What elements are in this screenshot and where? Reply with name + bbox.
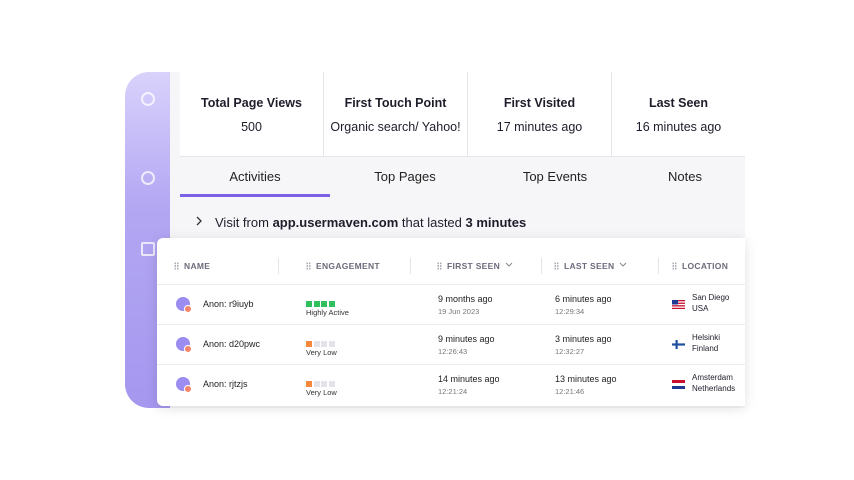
user-name: Anon: r9iuyb [203,299,254,309]
column-header[interactable]: NAME [174,261,210,271]
separator [278,258,279,274]
city: Amsterdam [692,373,733,382]
last-seen-detail: 12:21:46 [555,387,585,396]
country: Netherlands [692,384,736,393]
header-text: LAST SEEN [564,261,615,271]
country: Finland [692,344,719,353]
avatar [176,337,192,353]
table-row[interactable]: Anon: rjtzjs Very Low 14 minutes ago 12:21:… [157,364,745,405]
stat: First Visited 17 minutes ago [468,72,612,157]
flag [672,340,685,349]
separator [410,258,411,274]
engagement-label: Highly Active [306,308,349,317]
engagement-meter [306,334,336,352]
visit-domain: app.usermaven.com [272,215,399,230]
avatar [176,297,192,313]
engagement-label: Very Low [306,388,337,397]
engagement-square [328,301,335,307]
engagement-square [306,341,312,347]
engagement-square [313,341,320,347]
engagement-square [328,341,335,347]
column-header[interactable]: LAST SEEN [554,261,628,271]
stat: Last Seen 16 minutes ago [612,72,745,157]
engagement-square [313,301,320,307]
first-seen: 9 minutes ago [438,334,495,344]
stat-value: 500 [241,120,262,134]
engagement-square [313,381,320,387]
header-text: ENGAGEMENT [316,261,380,271]
engagement-meter [306,374,336,392]
nav-icon[interactable] [141,242,155,256]
header-text: FIRST SEEN [447,261,501,271]
first-seen-detail: 12:21:24 [438,387,468,396]
table-row[interactable]: Anon: r9iuyb Highly Active 9 months ago 19 … [157,284,745,325]
sort-icon[interactable] [504,261,514,269]
tab-active[interactable]: Activities [180,157,330,197]
column-header[interactable]: FIRST SEEN [437,261,514,271]
header-text: NAME [184,261,211,271]
stat-value: Organic search/ Yahoo! [330,120,461,134]
tab[interactable]: Top Pages [374,169,436,184]
first-seen: 9 months ago [438,294,493,304]
table-row[interactable]: Anon: d20pwc Very Low 9 minutes ago 12:26:4… [157,324,745,365]
first-seen-detail: 19 Jun 2023 [438,307,480,316]
stat-value: 17 minutes ago [496,120,583,134]
nav-icon[interactable] [141,171,155,185]
separator [541,258,542,274]
city: San Diego [692,293,730,302]
stat-label: First Visited [503,96,576,110]
city: Helsinki [692,333,721,342]
avatar [176,377,192,393]
engagement-square [306,301,312,307]
chevron[interactable] [195,215,203,227]
last-seen: 13 minutes ago [555,374,617,384]
separator [658,258,659,274]
visit-line: Visit from app.usermaven.com that lasted… [215,215,526,230]
engagement-label: Very Low [306,348,337,357]
stat-label: Last Seen [648,96,709,110]
last-seen: 3 minutes ago [555,334,612,344]
last-seen: 6 minutes ago [555,294,612,304]
column-header[interactable]: ENGAGEMENT [306,261,380,271]
country: USA [692,304,709,313]
visit-text: Visit from [215,215,269,230]
column-header[interactable]: LOCATION [672,261,728,271]
visit-duration: 3 minutes [465,215,527,230]
last-seen-detail: 12:32:27 [555,347,585,356]
stat: Total Page Views 500 [180,72,324,157]
user-name: Anon: rjtzjs [203,379,248,389]
stat-label: First Touch Point [344,96,447,110]
first-seen-detail: 12:26:43 [438,347,468,356]
header-text: LOCATION [682,261,729,271]
engagement-square [328,381,335,387]
stat: First Touch Point Organic search/ Yahoo! [324,72,468,157]
visit-text: that lasted [401,215,462,230]
engagement-square [321,381,327,387]
first-seen: 14 minutes ago [438,374,500,384]
engagement-square [321,301,327,307]
users-table: NAME ENGAGEMENT FIRST SEEN LAST SEEN LOC… [157,238,745,406]
user-name: Anon: d20pwc [203,339,261,349]
nav-icon[interactable] [141,92,155,106]
sort-icon[interactable] [618,261,628,269]
stat-label: Total Page Views [201,96,302,110]
last-seen-detail: 12:29:34 [555,307,585,316]
engagement-square [321,341,327,347]
flag [672,380,685,389]
tab[interactable]: Notes [668,169,702,184]
tab[interactable]: Top Events [522,169,588,184]
stat-value: 16 minutes ago [635,120,722,134]
engagement-meter [306,294,336,312]
engagement-square [306,381,312,387]
flag [672,300,685,309]
